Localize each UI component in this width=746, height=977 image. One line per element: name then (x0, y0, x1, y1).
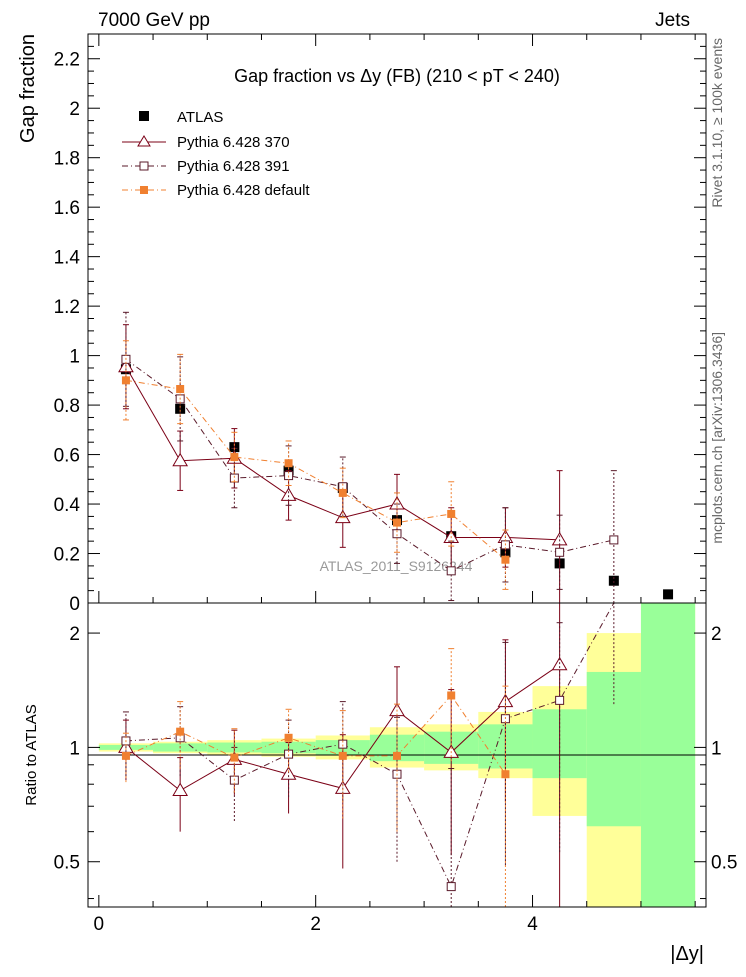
x-tick-label: 2 (310, 914, 321, 935)
data-point (609, 535, 619, 545)
ratio-point (393, 751, 401, 760)
ratio-point (284, 733, 293, 742)
ratio-point (121, 751, 130, 760)
ratio-panel-frame (87, 602, 707, 908)
y-tick-label-main: 1.8 (54, 149, 80, 170)
watermark-label: ATLAS_2011_S9126244 (320, 558, 473, 574)
data-point (501, 555, 510, 564)
ratio-point (338, 739, 348, 749)
x-axis-title: |Δy| (670, 943, 704, 965)
side-label-bottom: mcplots.cern.ch [arXiv:1306.3436] (709, 332, 725, 544)
ratio-point (172, 782, 189, 797)
data-point (446, 566, 456, 576)
data-point (172, 452, 189, 467)
y-tick-label-ratio: 0.5 (54, 853, 80, 874)
y-tick-label-main: 0 (69, 594, 80, 615)
atlas-point (608, 575, 619, 586)
y-tick-label-main: 0.2 (54, 545, 80, 566)
ratio-series-pythia-6-428-default (121, 648, 510, 907)
ratio-point (176, 727, 185, 736)
legend: ATLAS Pythia 6.428 370 Pythia 6.428 391 … (122, 109, 310, 199)
header-right-label: Jets (655, 10, 690, 31)
ratio-point (338, 751, 347, 760)
axis-ticks: 0 2 4 0 0.2 0.4 0.6 0.8 1 1.2 1.4 1.6 1.8 2 2.2 0.5 0.5 1… (54, 33, 737, 935)
legend-label-default: Pythia 6.428 default (177, 182, 310, 199)
legend-marker-391 (139, 161, 149, 171)
series-line-pythia-6-428-default (125, 379, 506, 561)
legend-marker-370 (137, 135, 151, 147)
data-point (230, 453, 239, 462)
legend-label-atlas: ATLAS (177, 109, 223, 126)
y-tick-label-ratio: 2 (69, 624, 80, 645)
side-label-top: Rivet 3.1.10, ≥ 100k events (709, 38, 725, 208)
y-tick-label-main: 2 (69, 99, 80, 120)
series-line-pythia-6-428-391 (125, 358, 614, 572)
legend-label-370: Pythia 6.428 370 (177, 134, 290, 151)
y-tick-label-main: 2.2 (54, 50, 80, 71)
data-point (338, 488, 347, 497)
ratio-line-pythia-6-428-default (125, 694, 506, 775)
data-point (392, 529, 402, 539)
ratio-panel-series (118, 602, 617, 907)
y-tick-label-main: 1.2 (54, 297, 80, 318)
data-point (284, 459, 293, 468)
ratio-point (555, 695, 565, 705)
ratio-point (447, 691, 456, 700)
data-point (121, 376, 130, 385)
ratio-point (501, 770, 510, 779)
ratio-line-pythia-6-428-391 (125, 602, 615, 888)
data-point (447, 509, 456, 518)
ratio-point (230, 753, 239, 762)
y-tick-label-ratio-right: 0.5 (711, 853, 737, 874)
main-panel-series (118, 311, 674, 604)
legend-marker-atlas (139, 111, 149, 121)
header-left-label: 7000 GeV pp (98, 10, 210, 31)
data-point (176, 385, 185, 394)
y-tick-label-main: 1.4 (54, 248, 81, 269)
y-tick-label-main: 0.6 (54, 446, 80, 467)
ratio-band-green-bin (586, 671, 641, 827)
chart-title: Gap fraction vs Δy (FB) (210 < pT < 240) (234, 66, 560, 86)
legend-label-391: Pythia 6.428 391 (177, 158, 290, 175)
y-tick-label-main: 1 (69, 347, 80, 368)
y-tick-label-ratio-right: 2 (711, 624, 722, 645)
x-tick-label: 4 (527, 914, 538, 935)
y-tick-label-main: 1.6 (54, 198, 80, 219)
data-point (393, 518, 401, 527)
x-tick-label: 0 (94, 914, 105, 935)
ratio-point (284, 749, 294, 759)
y-tick-label-main: 0.4 (54, 495, 81, 516)
y-tick-label-ratio: 1 (69, 738, 80, 759)
y-axis-title-main: Gap fraction (17, 34, 39, 143)
y-tick-label-main: 0.8 (54, 396, 80, 417)
y-axis-title-ratio: Ratio to ATLAS (23, 704, 40, 805)
y-tick-label-ratio-right: 1 (711, 738, 722, 759)
atlas-point (663, 589, 674, 600)
series-pythia-6-428-default (121, 340, 510, 590)
legend-marker-default (140, 186, 148, 194)
ratio-point (446, 882, 456, 892)
data-point (555, 547, 565, 557)
